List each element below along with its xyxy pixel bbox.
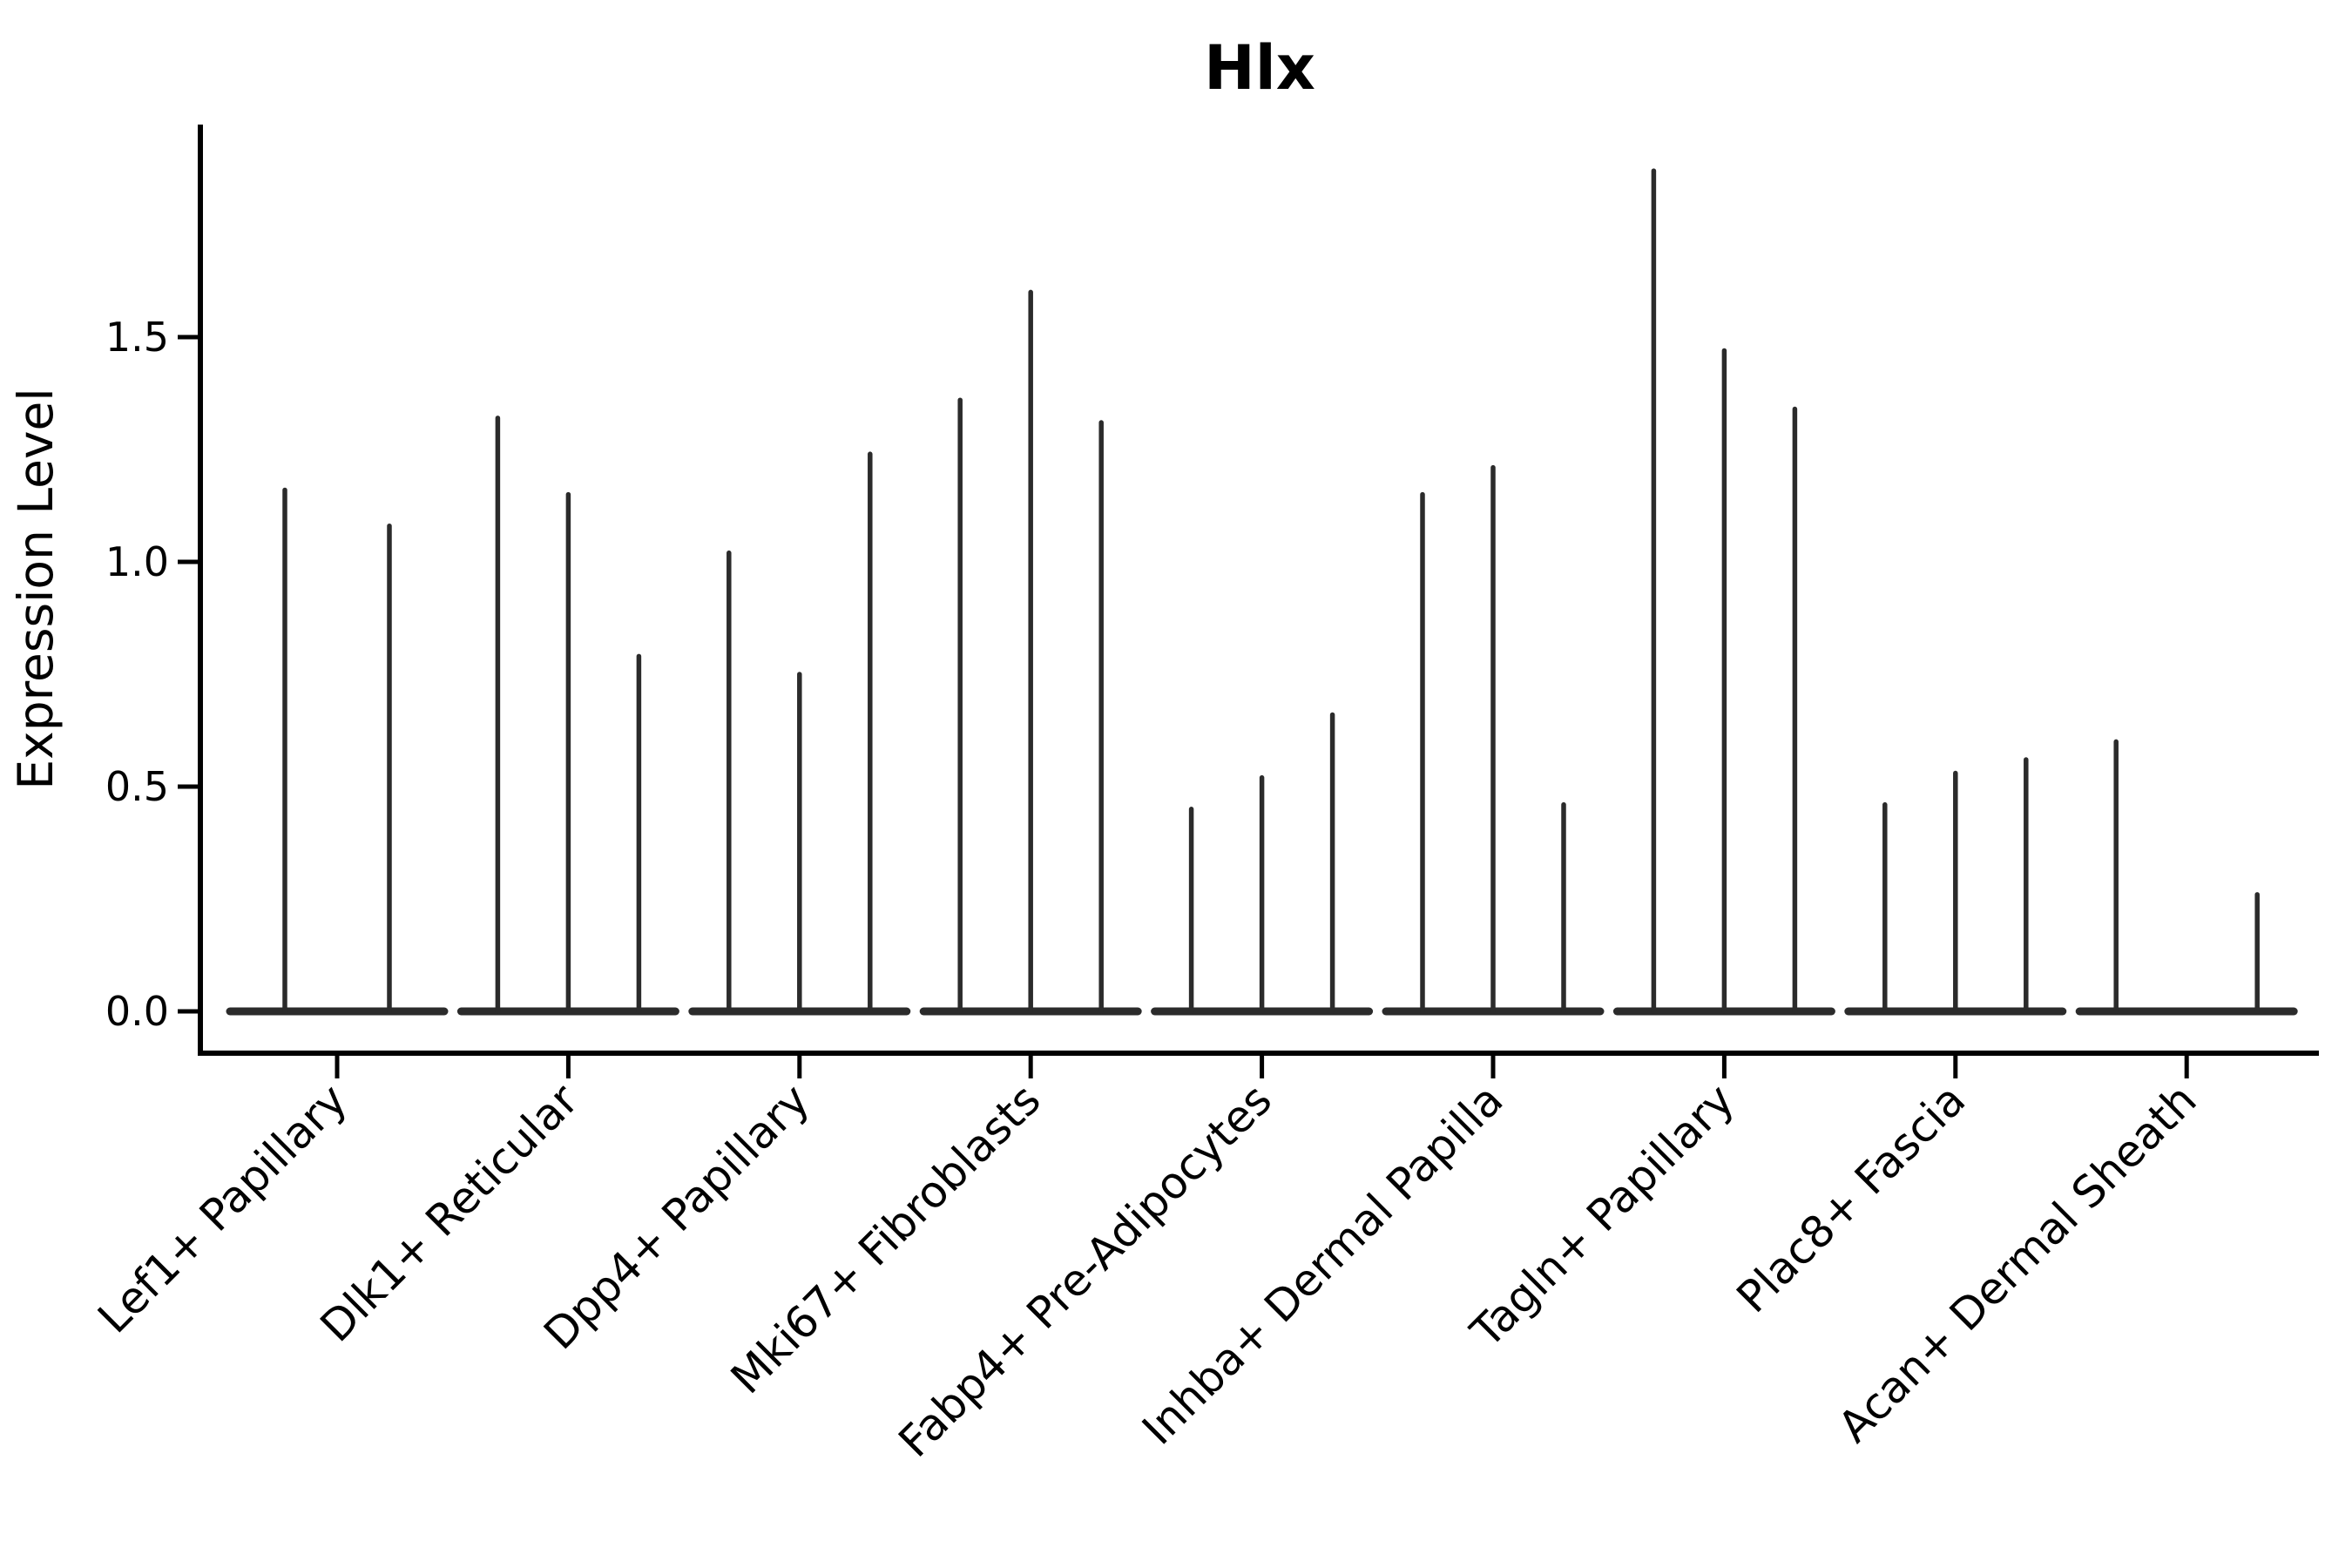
axes (198, 125, 2319, 1056)
x-tick-label: Fabp4+ Pre-Adipocytes (889, 1074, 1282, 1467)
violin-series (226, 168, 2298, 1016)
y-axis-ticks: 0.0 0.5 1.0 1.5 (105, 314, 198, 1035)
y-tick-label: 0.0 (105, 988, 169, 1035)
x-tick-label: Dlk1+ Reticular (311, 1074, 588, 1351)
y-tick-label: 1.0 (105, 538, 169, 585)
y-axis-label: Expression Level (8, 388, 64, 789)
x-axis-ticks (335, 1056, 2189, 1078)
chart-title: Hlx (1204, 32, 1315, 104)
y-tick-label: 1.5 (105, 314, 169, 361)
y-tick-label: 0.5 (105, 763, 169, 810)
x-tick-label: Lef1+ Papillary (88, 1074, 356, 1342)
x-tick-label: Plac8+ Fascia (1727, 1074, 1976, 1322)
